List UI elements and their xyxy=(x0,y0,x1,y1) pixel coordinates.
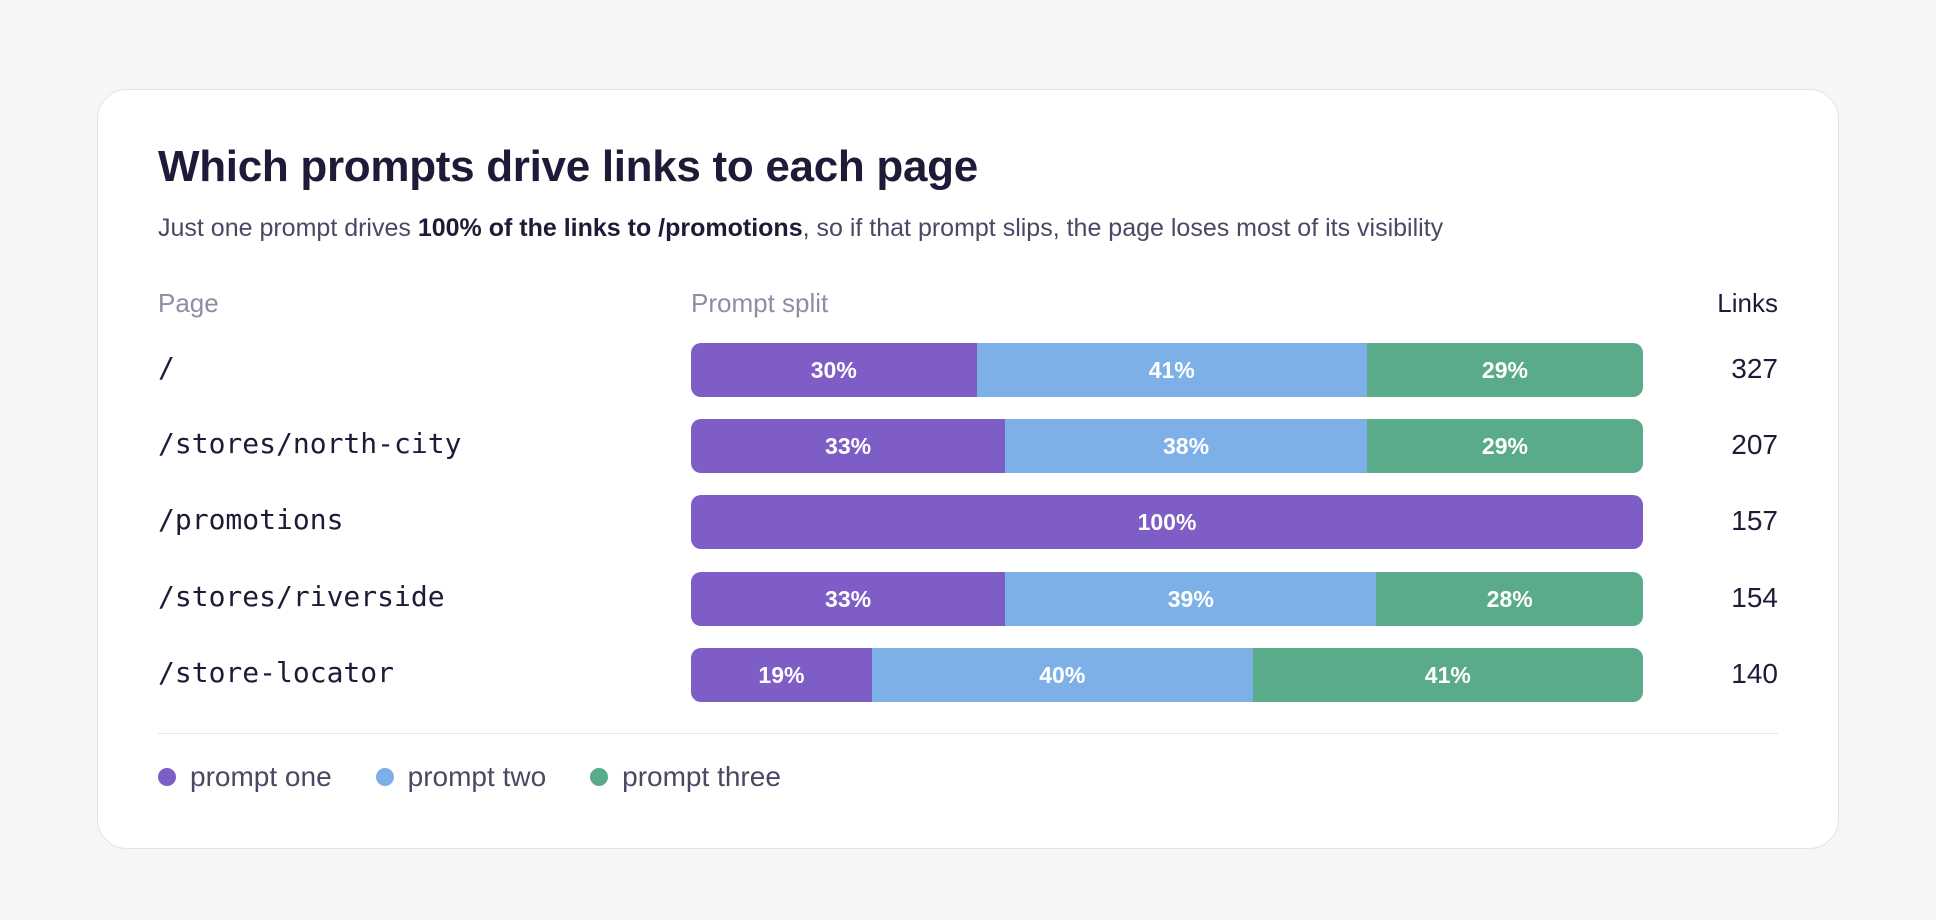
legend: prompt one prompt two prompt three xyxy=(158,761,825,793)
legend-item-prompt-three: prompt three xyxy=(590,761,781,793)
legend-label-prompt-three: prompt three xyxy=(622,761,781,792)
bar-segment-prompt-two: 38% xyxy=(1005,419,1367,473)
row-page-label: /stores/riverside xyxy=(158,580,445,613)
row-links-count: 207 xyxy=(1731,429,1778,460)
bar-segment-prompt-two: 40% xyxy=(871,648,1253,702)
stacked-bar: 33% 39% 28% xyxy=(691,572,1643,626)
bar-segment-prompt-three: 29% xyxy=(1366,343,1643,397)
row-page-label: / xyxy=(158,351,175,384)
bar-segment-prompt-two: 39% xyxy=(1005,572,1377,626)
column-header-links: Links xyxy=(1717,288,1778,318)
row-page-label: /store-locator xyxy=(158,656,395,689)
row-page-label: /stores/north-city xyxy=(158,427,462,460)
legend-label-prompt-one: prompt one xyxy=(190,761,332,792)
legend-item-prompt-one: prompt one xyxy=(158,761,332,793)
legend-swatch-prompt-one xyxy=(158,768,176,786)
subtitle-text-start: Just one prompt drives xyxy=(158,214,418,242)
stacked-bar: 19% 40% 41% xyxy=(691,648,1643,702)
row-page-label: /promotions xyxy=(158,503,344,536)
bar-segment-prompt-one: 100% xyxy=(691,495,1643,549)
bar-segment-prompt-one: 30% xyxy=(691,343,977,397)
legend-item-prompt-two: prompt two xyxy=(375,761,547,793)
chart-title: Which prompts drive links to each page xyxy=(158,142,978,191)
stacked-bar: 100% xyxy=(691,495,1643,549)
chart-card: Which prompts drive links to each page J… xyxy=(97,89,1839,849)
row-links-count: 157 xyxy=(1731,505,1778,536)
subtitle-text-end: , so if that prompt slips, the page lose… xyxy=(802,214,1444,242)
row-links-count: 327 xyxy=(1731,353,1778,384)
row-links-count: 154 xyxy=(1731,582,1778,613)
subtitle-highlight: 100% of the links to /promotions xyxy=(417,214,803,242)
legend-label-prompt-two: prompt two xyxy=(407,761,547,792)
chart-subtitle: Just one prompt drives 100% of the links… xyxy=(158,214,1443,243)
legend-swatch-prompt-three xyxy=(590,768,609,786)
legend-swatch-prompt-two xyxy=(375,768,394,786)
row-links-count: 140 xyxy=(1731,658,1778,689)
bar-segment-prompt-two: 41% xyxy=(976,343,1367,397)
bar-segment-prompt-one: 19% xyxy=(691,648,872,702)
bar-segment-prompt-three: 28% xyxy=(1376,572,1643,626)
stacked-bar: 30% 41% 29% xyxy=(691,343,1643,397)
bar-segment-prompt-one: 33% xyxy=(691,419,1006,473)
stacked-bar: 33% 38% 29% xyxy=(691,419,1643,473)
bar-segment-prompt-three: 41% xyxy=(1252,648,1643,702)
column-header-page: Page xyxy=(158,288,219,318)
column-header-split: Prompt split xyxy=(691,288,829,318)
legend-divider xyxy=(158,733,1778,734)
bar-segment-prompt-one: 33% xyxy=(691,572,1006,626)
bar-segment-prompt-three: 29% xyxy=(1366,419,1643,473)
